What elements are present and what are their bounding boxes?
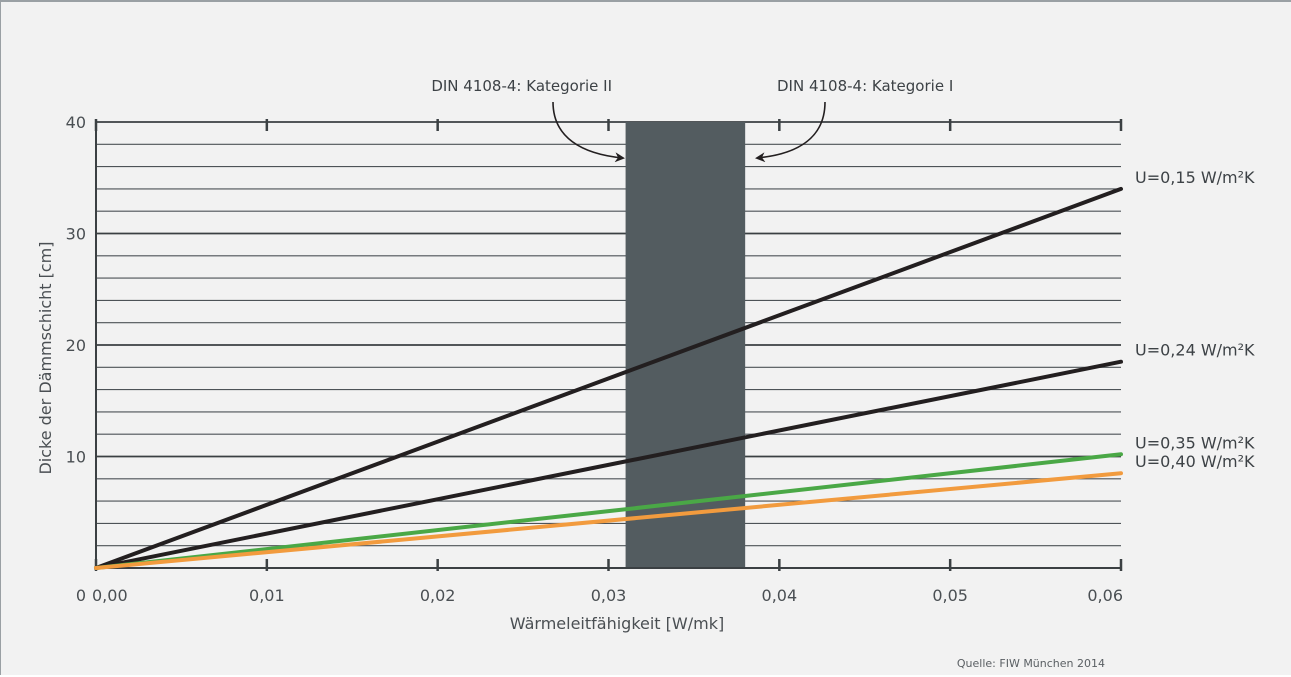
- series-layer: [94, 186, 1123, 570]
- x-tick-label: 0,05: [932, 586, 968, 605]
- x-axis-title: Wärmeleitfähigkeit [W/mk]: [510, 614, 724, 633]
- x-tick-label: 0,03: [591, 586, 627, 605]
- labels-layer: Wärmeleitfähigkeit [W/mk] Dicke der Dämm…: [36, 77, 1255, 670]
- x-tick-label: 0,00: [92, 586, 128, 605]
- y-tick-label: 20: [66, 336, 86, 355]
- source-note: Quelle: FIW München 2014: [957, 657, 1105, 670]
- x-tick-label: 0,06: [1087, 586, 1123, 605]
- series-line: [94, 452, 1123, 570]
- category-band-layer: [625, 122, 746, 568]
- x-tick-label: 0,01: [249, 586, 285, 605]
- annotation-arrow-right: [755, 101, 826, 163]
- series-label: U=0,35 W/m²K: [1135, 433, 1255, 452]
- series-label: U=0,24 W/m²K: [1135, 341, 1255, 360]
- y-tick-label: 10: [66, 448, 86, 467]
- annotation-arrow-left: [552, 101, 625, 163]
- annotation-category-1: DIN 4108-4: Kategorie I: [777, 77, 953, 95]
- series-label: U=0,15 W/m²K: [1135, 168, 1255, 187]
- y-tick-label: 30: [66, 225, 86, 244]
- category-band: [625, 122, 746, 568]
- y-tick-label: 0: [76, 586, 86, 605]
- series-line: [94, 186, 1123, 570]
- annotation-category-2: DIN 4108-4: Kategorie II: [431, 77, 612, 95]
- series-label: U=0,40 W/m²K: [1135, 452, 1255, 471]
- series-line: [94, 359, 1123, 570]
- series-line: [94, 471, 1123, 570]
- x-tick-label: 0,02: [420, 586, 456, 605]
- axes: [94, 119, 1123, 571]
- y-tick-label: 40: [66, 113, 86, 132]
- y-axis-title: Dicke der Dämmschicht [cm]: [36, 241, 55, 474]
- x-tick-label: 0,04: [762, 586, 798, 605]
- grid: [96, 121, 1121, 547]
